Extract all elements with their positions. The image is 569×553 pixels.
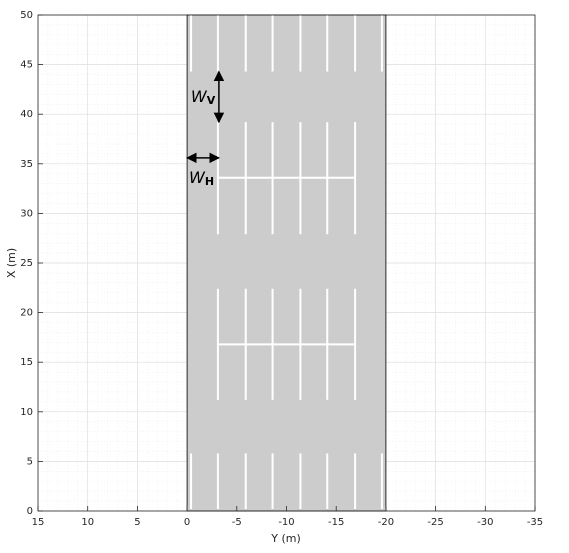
- labels: 15 10 5 0 -5 -10 -15 -20 -25 -30 -3505101520253035…: [20, 10, 543, 528]
- y-tick-label: 20: [20, 308, 33, 319]
- y-tick-label: 35: [20, 159, 33, 170]
- x-tick-label: -30: [477, 517, 493, 528]
- annotation-text: W: [189, 167, 206, 186]
- y-tick-label: 45: [20, 60, 33, 71]
- annotation-text: W: [191, 86, 208, 105]
- x-tick-label: -15: [328, 517, 344, 528]
- y-tick-label: 30: [20, 208, 33, 219]
- annotation: WV: [191, 86, 216, 107]
- y-tick-label: 15: [20, 357, 33, 368]
- y-tick-label: 25: [20, 258, 33, 269]
- x-tick-label: -25: [427, 517, 443, 528]
- y-tick-label: 40: [20, 109, 33, 120]
- x-tick-label: -5: [232, 517, 242, 528]
- x-axis-label: Y (m): [270, 532, 301, 545]
- x-tick-label: 15: [32, 517, 45, 528]
- x-tick-label: 0: [184, 517, 190, 528]
- annotation-subscript: H: [205, 175, 214, 188]
- y-tick-label: 0: [27, 506, 33, 517]
- y-tick-label: 5: [27, 456, 33, 467]
- x-tick-label: 5: [134, 517, 140, 528]
- annotation: WH: [189, 167, 214, 188]
- annotation-subscript: V: [207, 94, 216, 107]
- x-tick-label: -20: [378, 517, 394, 528]
- x-tick-label: 10: [81, 517, 94, 528]
- y-axis-label: X (m): [5, 248, 18, 278]
- x-tick-label: -10: [278, 517, 294, 528]
- y-tick-label: 50: [20, 10, 33, 21]
- parking-lot: [186, 14, 387, 512]
- marks: [186, 14, 387, 512]
- y-tick-label: 10: [20, 407, 33, 418]
- x-tick-label: -35: [527, 517, 543, 528]
